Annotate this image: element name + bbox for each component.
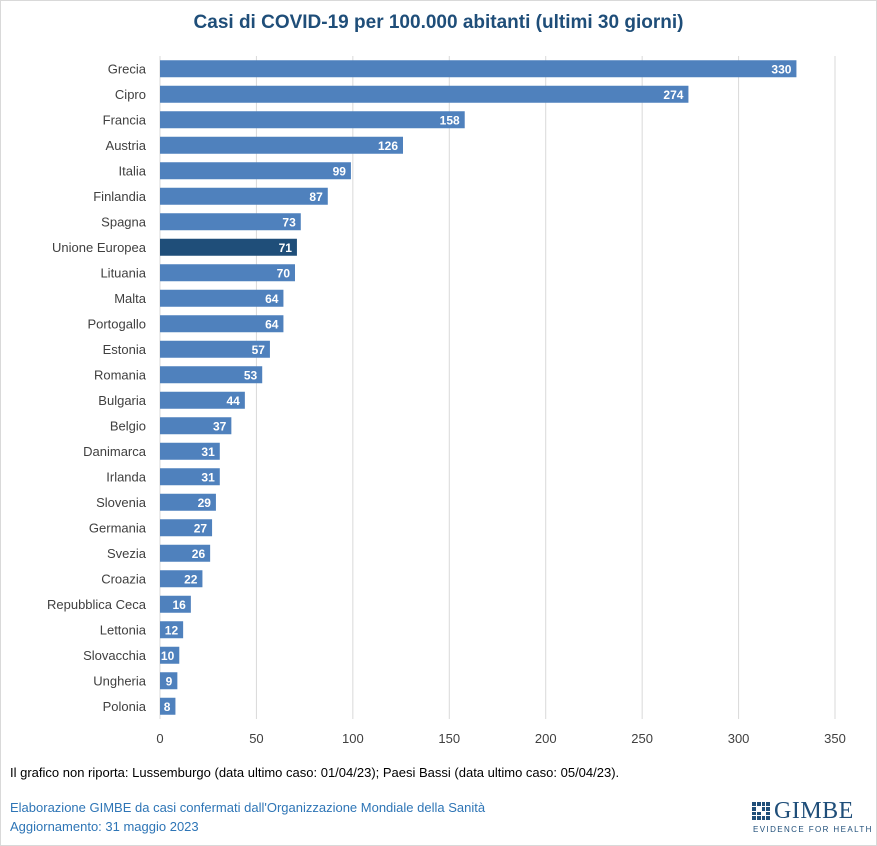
x-tick-label: 200 [535, 731, 557, 746]
data-label: 31 [201, 470, 215, 484]
category-label: Slovenia [96, 495, 147, 510]
data-label: 274 [663, 88, 683, 102]
bar [160, 187, 328, 205]
category-label: Romania [94, 367, 147, 382]
data-label: 73 [282, 215, 296, 229]
data-label: 9 [166, 674, 173, 688]
bar [160, 646, 180, 664]
category-label: Svezia [107, 546, 147, 561]
category-label: Italia [119, 163, 147, 178]
x-tick-label: 250 [631, 731, 653, 746]
bar [160, 468, 220, 486]
category-label: Ungheria [93, 673, 147, 688]
category-label: Estonia [103, 342, 147, 357]
category-label: Polonia [103, 699, 147, 714]
bar [160, 85, 689, 103]
category-label: Spagna [101, 214, 147, 229]
bar [160, 544, 211, 562]
x-tick-label: 100 [342, 731, 364, 746]
data-label: 26 [192, 547, 206, 561]
data-label: 31 [201, 445, 215, 459]
category-label: Finlandia [93, 189, 147, 204]
category-label: Belgio [110, 418, 146, 433]
bar [160, 391, 245, 409]
category-label: Portogallo [87, 316, 146, 331]
logo-wordmark: GIMBE [774, 798, 854, 824]
bar [160, 595, 191, 613]
data-label: 87 [309, 190, 323, 204]
update-line: Aggiornamento: 31 maggio 2023 [10, 819, 199, 834]
category-label: Danimarca [83, 444, 147, 459]
x-tick-label: 300 [728, 731, 750, 746]
x-tick-label: 0 [156, 731, 163, 746]
data-label: 44 [226, 394, 240, 408]
category-label: Unione Europea [52, 240, 147, 255]
bar [160, 621, 184, 639]
gimbe-logo: GIMBE EVIDENCE FOR HEALTH [752, 798, 873, 838]
data-label: 27 [194, 521, 208, 535]
bar [160, 162, 351, 180]
data-label: 16 [172, 598, 186, 612]
data-label: 10 [161, 649, 175, 663]
footnote: Il grafico non riporta: Lussemburgo (dat… [10, 765, 620, 780]
bar [160, 442, 220, 460]
data-label: 53 [244, 368, 258, 382]
data-label: 70 [277, 266, 291, 280]
chart-title: Casi di COVID-19 per 100.000 abitanti (u… [193, 12, 684, 33]
bar [160, 238, 297, 256]
category-label: Irlanda [106, 469, 147, 484]
bar [160, 111, 465, 129]
bar-chart: 0 50 100 150 200 250 300 350 Grecia 330 Cipro 274 Fr… [47, 56, 846, 746]
data-label: 12 [165, 623, 179, 637]
category-label: Malta [114, 291, 147, 306]
data-label: 64 [265, 317, 279, 331]
bar [160, 340, 270, 358]
bar [160, 519, 213, 537]
category-label: Austria [106, 138, 147, 153]
data-label: 126 [378, 139, 398, 153]
category-label: Repubblica Ceca [47, 597, 147, 612]
bar [160, 366, 263, 384]
bar [160, 60, 797, 78]
x-tick-label: 50 [249, 731, 263, 746]
logo-grid-icon [752, 802, 770, 820]
source-line: Elaborazione GIMBE da casi confermati da… [10, 800, 486, 815]
category-label: Lituania [100, 265, 146, 280]
category-label: Francia [103, 112, 147, 127]
data-label: 22 [184, 572, 198, 586]
bar [160, 315, 284, 333]
data-label: 57 [252, 343, 266, 357]
category-label: Germania [89, 520, 147, 535]
bar [160, 697, 176, 715]
data-label: 8 [164, 700, 171, 714]
data-label: 99 [333, 164, 347, 178]
bar [160, 570, 203, 588]
category-label: Bulgaria [98, 393, 146, 408]
bar [160, 289, 284, 307]
category-label: Cipro [115, 87, 146, 102]
x-tick-label: 150 [438, 731, 460, 746]
data-label: 37 [213, 419, 227, 433]
bar [160, 417, 232, 435]
category-label: Lettonia [100, 622, 147, 637]
category-label: Grecia [108, 61, 147, 76]
bar [160, 136, 403, 154]
x-tick-label: 350 [824, 731, 846, 746]
bar [160, 264, 295, 282]
category-label: Slovacchia [83, 648, 147, 663]
data-label: 64 [265, 292, 279, 306]
logo-tagline: EVIDENCE FOR HEALTH [753, 825, 873, 834]
data-label: 29 [198, 496, 212, 510]
data-label: 330 [771, 62, 791, 76]
category-label: Croazia [101, 571, 147, 586]
bar [160, 672, 178, 690]
data-label: 71 [279, 241, 293, 255]
data-label: 158 [440, 113, 460, 127]
bar [160, 493, 216, 511]
bar [160, 213, 301, 231]
